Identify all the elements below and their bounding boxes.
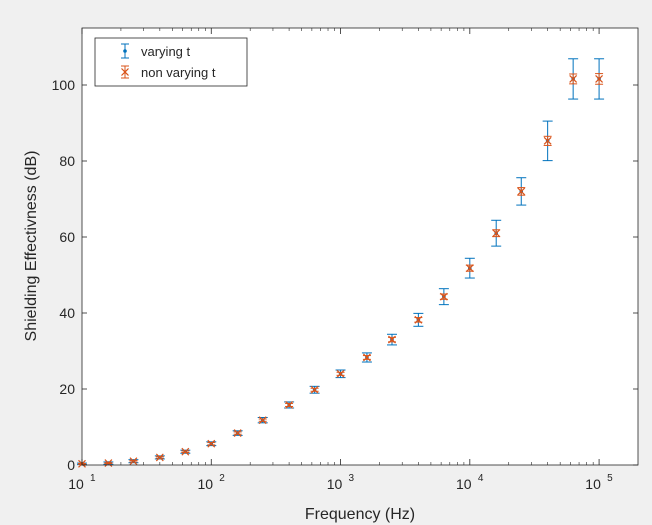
data-point-non-varying-t (387, 335, 396, 344)
marker-x-stroke (258, 416, 267, 425)
x-tick-exponent: 1 (90, 473, 96, 484)
data-point-non-varying-t (129, 457, 138, 466)
marker-x-stroke (155, 453, 164, 462)
x-tick-label: 10 (197, 476, 213, 492)
x-tick-exponent: 5 (607, 473, 613, 484)
data-point-non-varying-t (569, 73, 578, 85)
x-tick-label: 10 (585, 476, 601, 492)
data-point-non-varying-t (181, 447, 190, 456)
legend-symbol-non-varying-t (121, 65, 129, 79)
y-tick-label: 60 (59, 229, 75, 245)
x-tick-exponent: 2 (219, 473, 225, 484)
series-non-varying-t (78, 73, 604, 468)
marker-x-stroke (517, 187, 526, 196)
legend-symbol-varying-t (121, 43, 129, 59)
legend-label-varying-t: varying t (141, 44, 191, 59)
x-tick-label: 10 (68, 476, 84, 492)
data-point-non-varying-t (310, 385, 319, 394)
data-point-non-varying-t (414, 315, 423, 324)
y-tick-label: 0 (67, 457, 75, 473)
axes-box (81, 27, 639, 466)
marker-x-stroke (465, 264, 474, 273)
marker-x-stroke (388, 335, 396, 344)
tick-marks (81, 28, 638, 466)
y-axis-label: Shielding Effectivness (dB) (23, 151, 40, 342)
data-point-non-varying-t (595, 73, 604, 85)
marker-x-stroke (285, 401, 294, 409)
marker-x-stroke (207, 439, 216, 448)
legend-box (94, 37, 248, 87)
marker-x-stroke (363, 353, 371, 362)
plot-area (77, 58, 605, 468)
x-tick-exponent: 3 (349, 473, 355, 484)
x-tick-label: 10 (327, 476, 343, 492)
legend-label-non-varying-t: non varying t (141, 65, 216, 80)
marker-x-stroke (595, 74, 604, 83)
y-tick-label: 40 (59, 305, 75, 321)
marker-x-stroke (310, 385, 319, 394)
data-point-non-varying-t (233, 429, 242, 438)
data-point-non-varying-t (207, 439, 216, 448)
marker-x-stroke (104, 459, 113, 468)
axes-background (82, 28, 638, 465)
y-tick-label: 80 (59, 153, 75, 169)
data-point-non-varying-t (517, 187, 526, 196)
x-axis-label: Frequency (Hz) (305, 506, 415, 523)
data-point-non-varying-t (104, 459, 113, 468)
y-tick-labels: 0 20 40 60 80 100 (52, 77, 76, 473)
legend: varying t non varying t (94, 37, 248, 87)
marker-x-stroke (543, 136, 552, 145)
marker-x-stroke (121, 68, 129, 76)
marker-x-stroke (569, 74, 578, 83)
x-tick-exponent: 4 (478, 473, 484, 484)
data-point-non-varying-t (336, 369, 345, 378)
marker-x-stroke (181, 447, 190, 456)
marker-x-stroke (233, 429, 242, 438)
x-tick-label: 10 (456, 476, 472, 492)
y-tick-label: 20 (59, 381, 75, 397)
x-tick-labels: 10 1 10 2 10 3 10 4 10 5 (68, 473, 613, 492)
data-point-non-varying-t (492, 229, 501, 238)
data-point-non-varying-t (155, 453, 164, 462)
data-point-non-varying-t (285, 401, 294, 409)
data-point-non-varying-t (258, 416, 267, 425)
data-point-non-varying-t (362, 353, 371, 362)
marker-x-stroke (492, 229, 501, 238)
marker-x-stroke (336, 369, 345, 378)
marker-x-stroke (439, 292, 448, 301)
data-point-non-varying-t (543, 135, 552, 146)
data-point-non-varying-t (439, 292, 448, 301)
y-tick-label: 100 (52, 77, 76, 93)
marker-point (123, 49, 127, 53)
data-point-non-varying-t (465, 264, 474, 273)
marker-x-stroke (129, 457, 138, 466)
marker-x-stroke (414, 315, 423, 324)
